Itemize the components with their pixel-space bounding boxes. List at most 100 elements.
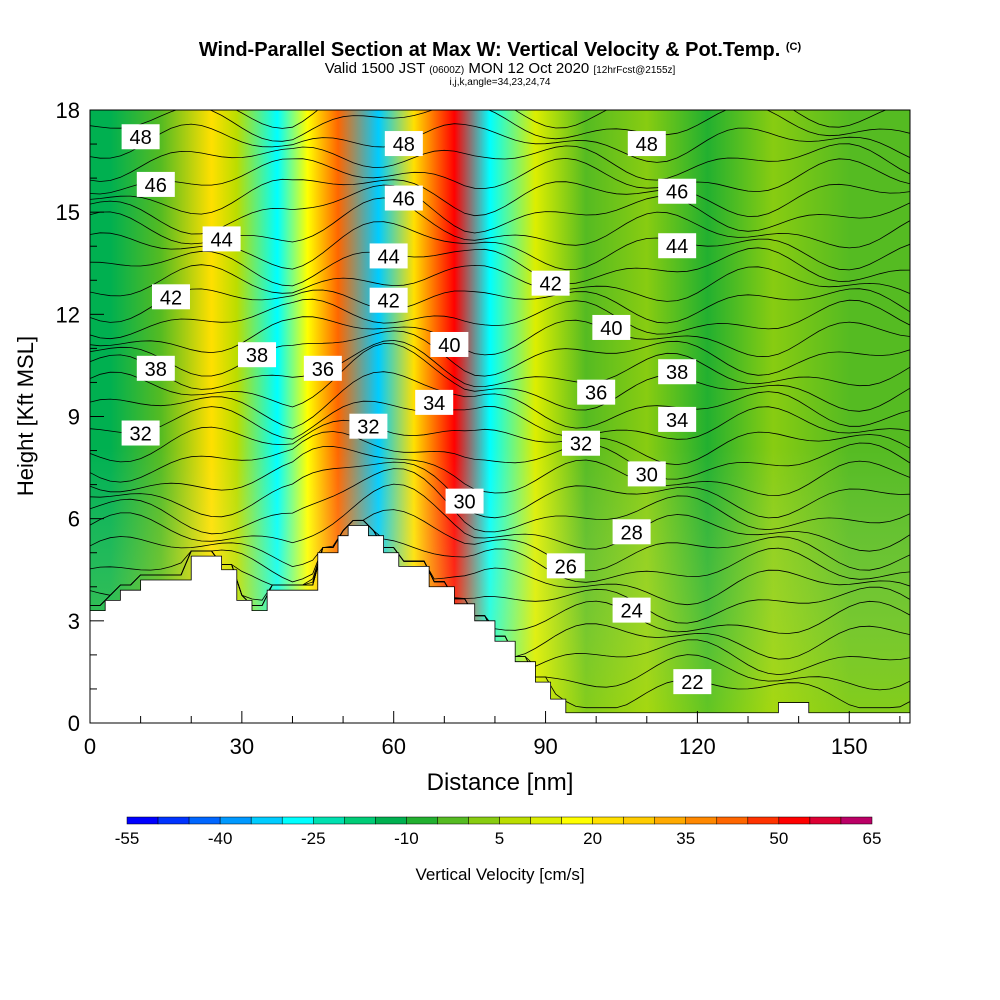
colorbar-tick-label: 20 <box>583 829 602 848</box>
theta-contour-line <box>90 468 910 535</box>
theta-label: 26 <box>555 556 577 578</box>
theta-contour-line <box>90 288 910 324</box>
theta-label-box <box>384 185 423 211</box>
theta-label: 48 <box>393 134 415 156</box>
colorbar-tick-label: 65 <box>863 829 882 848</box>
theta-label-box <box>612 519 651 545</box>
theta-label-box <box>612 597 651 623</box>
colorbar-swatch <box>406 816 438 825</box>
theta-label-box <box>658 233 697 259</box>
colorbar-swatch <box>157 816 190 825</box>
theta-contour-line <box>90 446 910 496</box>
colorbar-swatch <box>685 816 718 825</box>
theta-label-box <box>202 226 241 252</box>
y-tick-label: 9 <box>68 405 80 430</box>
theta-contour-line <box>90 316 910 358</box>
colorbar-swatch <box>716 816 749 825</box>
chart-subtitle-indices: i,j,k,angle=34,23,24,74 <box>449 77 551 88</box>
colorbar-swatch <box>623 816 655 825</box>
theta-label: 22 <box>681 672 703 694</box>
copyright-mark: (C) <box>785 41 802 53</box>
theta-contour-line <box>90 431 910 483</box>
colorbar-swatch <box>188 816 221 825</box>
theta-label-box <box>369 243 408 269</box>
theta-label-box <box>627 461 666 487</box>
y-tick-label: 12 <box>56 302 80 327</box>
theta-label: 44 <box>210 229 232 251</box>
title-block: Wind-Parallel Section at Max W: Vertical… <box>0 36 1000 88</box>
plot-area: 48 46 44 42 38 38 36 32 48 46 44 42 40 34 32 30 42 48 46 44… <box>90 110 910 723</box>
colorbar-swatch <box>592 816 624 825</box>
colorbar-tick-label: -25 <box>301 829 326 848</box>
theta-label-box <box>151 284 190 310</box>
colorbar-tick-label: -55 <box>115 829 140 848</box>
theta-label-box <box>349 413 388 439</box>
theta-label-box <box>303 355 342 381</box>
theta-label: 44 <box>378 246 400 268</box>
theta-label: 30 <box>636 464 658 486</box>
theta-contour-line <box>90 520 910 606</box>
x-axis-label: Distance [nm] <box>427 769 574 796</box>
colorbar-tick-label: -10 <box>394 829 419 848</box>
theta-label: 32 <box>129 424 151 446</box>
theta-label: 36 <box>585 383 607 405</box>
y-tick-label: 15 <box>56 200 80 225</box>
theta-contour-line <box>90 330 910 377</box>
theta-label: 46 <box>145 175 167 197</box>
theta-label-box <box>658 178 697 204</box>
colorbar-swatch <box>126 816 159 825</box>
theta-contour-line <box>90 264 910 302</box>
theta-label-box <box>592 314 631 340</box>
y-tick-label: 6 <box>68 507 80 532</box>
colorbar-label: Vertical Velocity [cm/s] <box>415 865 584 884</box>
colorbar-swatch <box>561 816 593 825</box>
colorbar-swatch <box>344 816 376 825</box>
theta-label: 38 <box>246 345 268 367</box>
x-tick-label: 60 <box>381 734 405 759</box>
theta-label: 44 <box>666 236 688 258</box>
theta-label: 46 <box>666 182 688 204</box>
theta-label: 24 <box>620 601 642 623</box>
colorbar-swatch <box>250 816 283 825</box>
terrain-mask <box>90 525 910 723</box>
theta-label: 30 <box>453 492 475 514</box>
colorbar-tick-label: 50 <box>769 829 788 848</box>
theta-label-box <box>627 131 666 157</box>
theta-label: 48 <box>129 127 151 149</box>
theta-label: 40 <box>600 318 622 340</box>
theta-contour-line <box>90 110 910 142</box>
theta-contour-line <box>90 371 910 429</box>
y-axis: 0 3 6 9 12 15 18 <box>56 98 104 736</box>
theta-label-box <box>673 669 712 695</box>
chart-subtitle: Valid 1500 JST (0600Z) MON 12 Oct 2020 [… <box>324 60 676 77</box>
theta-label-box <box>577 379 616 405</box>
chart-title: Wind-Parallel Section at Max W: Vertical… <box>198 39 802 61</box>
theta-label: 42 <box>539 274 561 296</box>
theta-label-box <box>369 287 408 313</box>
x-tick-label: 30 <box>230 734 254 759</box>
theta-contour-line <box>90 483 910 552</box>
y-tick-label: 3 <box>68 609 80 634</box>
theta-contour-line <box>90 419 910 466</box>
theta-label: 46 <box>393 189 415 211</box>
theta-label-box <box>430 331 469 357</box>
theta-label: 34 <box>666 410 688 432</box>
theta-label-box <box>121 420 160 446</box>
x-tick-label: 150 <box>831 734 868 759</box>
theta-label: 32 <box>357 417 379 439</box>
colorbar-swatch <box>499 816 531 825</box>
theta-contour-line <box>90 247 910 287</box>
colorbar-swatch <box>530 816 562 825</box>
colorbar-tick-label: -40 <box>208 829 233 848</box>
y-axis-label: Height [Kft MSL] <box>13 336 38 496</box>
colorbar-swatch <box>281 816 314 825</box>
y-tick-label: 18 <box>56 98 80 123</box>
theta-contour-line <box>90 184 910 235</box>
x-tick-label: 0 <box>84 734 96 759</box>
theta-label: 28 <box>620 522 642 544</box>
theta-contour-line <box>90 298 910 340</box>
theta-label-box <box>561 430 600 456</box>
theta-label-box <box>531 270 570 296</box>
theta-contour-line <box>90 143 910 182</box>
theta-label: 48 <box>636 134 658 156</box>
